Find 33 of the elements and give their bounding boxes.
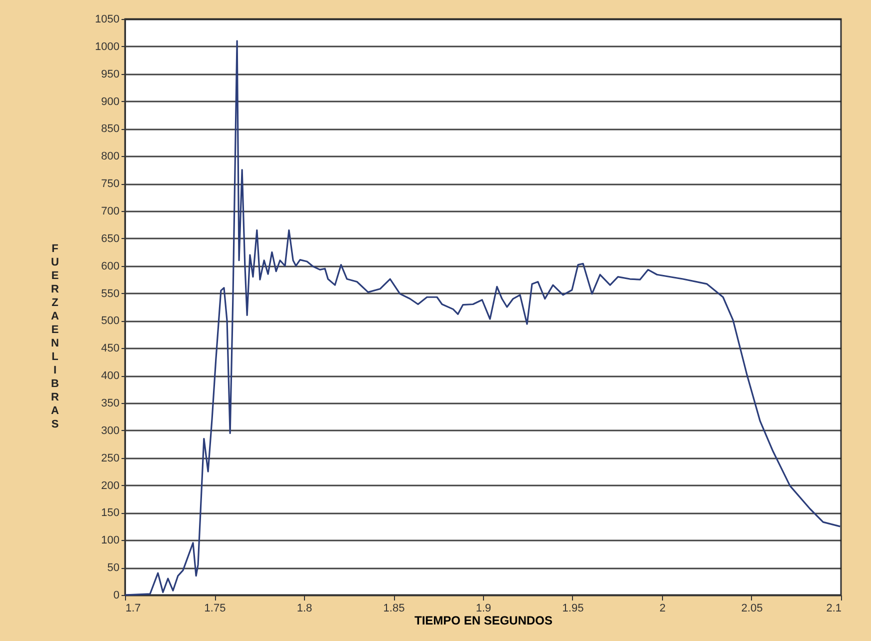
x-tick-label: 1.8 xyxy=(296,602,312,614)
y-tick-label: 450 xyxy=(101,342,120,355)
y-tick-label: 1000 xyxy=(95,40,120,53)
y-tick-label: 200 xyxy=(101,480,120,492)
y-tick-label: 950 xyxy=(101,68,120,80)
x-tick-label: 1.75 xyxy=(204,602,226,614)
y-tick-label: 350 xyxy=(101,398,120,410)
y-tick-label: 700 xyxy=(101,206,120,218)
x-axis-title: TIEMPO EN SEGUNDOS xyxy=(414,614,553,628)
y-tick-label: 250 xyxy=(101,452,120,464)
y-tick-label: 750 xyxy=(101,178,120,190)
y-tick-label: 900 xyxy=(101,96,120,108)
y-tick-label: 500 xyxy=(101,315,120,328)
y-tick-label: 650 xyxy=(101,232,120,245)
y-tick-label: 600 xyxy=(101,260,120,272)
x-tick-label: 1.85 xyxy=(383,602,405,614)
x-tick-label: 1.7 xyxy=(126,602,141,614)
y-tick-label: 150 xyxy=(101,507,120,520)
y-tick-label: 400 xyxy=(101,370,120,382)
y-tick-label: 50 xyxy=(107,562,120,574)
y-tick-label: 0 xyxy=(113,590,120,602)
y-tick-label: 550 xyxy=(101,288,120,300)
x-tick-label: 2.1 xyxy=(826,602,842,614)
y-tick-label: 1050 xyxy=(95,14,120,26)
y-tick-label: 800 xyxy=(101,150,120,163)
y-tick-label: 100 xyxy=(101,534,120,547)
y-tick-label: 300 xyxy=(101,424,120,437)
x-tick-label: 2 xyxy=(659,602,666,614)
x-tick-label: 1.9 xyxy=(476,602,492,614)
x-tick-label: 2.05 xyxy=(741,602,763,614)
text: FUERZA EN LIBRAS xyxy=(51,243,59,430)
x-tick-label: 1.95 xyxy=(562,602,584,614)
y-tick-label: 850 xyxy=(101,123,120,136)
